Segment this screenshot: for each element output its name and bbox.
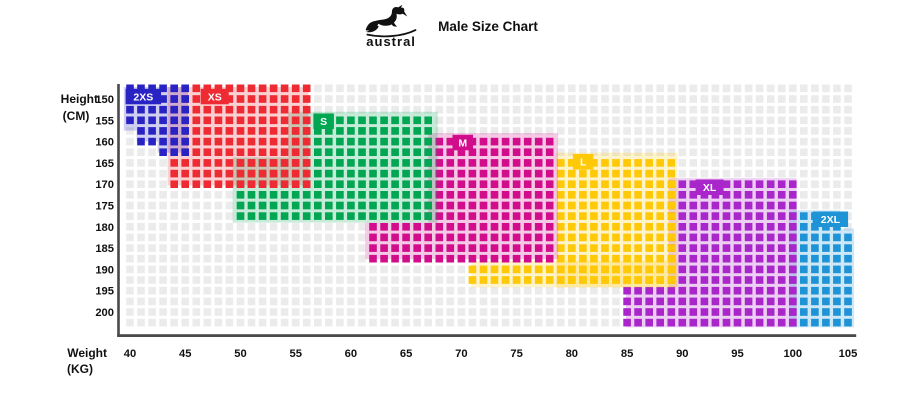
size-label-xs: XS [200, 88, 229, 105]
x-tick-65: 65 [400, 348, 412, 360]
axes [117, 84, 857, 337]
x-tick-105: 105 [839, 348, 858, 360]
x-axis-line [117, 334, 857, 337]
y-tick-150: 150 [95, 94, 114, 106]
x-tick-80: 80 [566, 348, 578, 360]
y-tick-155: 155 [95, 115, 114, 127]
x-tick-45: 45 [179, 348, 191, 360]
svg-text:2XS: 2XS [133, 91, 153, 103]
size-label-l: L [572, 154, 594, 170]
x-tick-50: 50 [234, 348, 246, 360]
x-tick-60: 60 [345, 348, 357, 360]
size-region-l [468, 152, 678, 288]
y-axis-unit: (CM) [63, 109, 90, 123]
size-label-xl: XL [695, 179, 724, 195]
page-title: Male Size Chart [438, 18, 538, 34]
x-tick-55: 55 [289, 348, 301, 360]
chart-header: austral Male Size Chart [0, 4, 900, 48]
svg-text:M: M [458, 137, 467, 149]
y-tick-195: 195 [95, 286, 114, 298]
x-tick-100: 100 [783, 348, 802, 360]
size-label-2xl: 2XL [812, 211, 849, 227]
svg-text:XS: XS [208, 91, 222, 103]
brand-name: austral [366, 34, 416, 49]
svg-text:XL: XL [703, 182, 717, 194]
y-tick-170: 170 [95, 179, 114, 191]
y-axis-line [117, 84, 120, 337]
x-tick-85: 85 [621, 348, 633, 360]
y-tick-160: 160 [95, 137, 114, 149]
y-tick-180: 180 [95, 222, 114, 234]
size-label-s: S [313, 113, 334, 129]
x-tick-40: 40 [124, 348, 136, 360]
y-tick-200: 200 [95, 307, 114, 319]
axis-titles: Height (CM) Weight (KG) [61, 92, 107, 376]
brand-logo: austral [362, 4, 420, 48]
size-region-xs [167, 84, 311, 188]
x-tick-70: 70 [455, 348, 467, 360]
size-label-m: M [452, 134, 473, 151]
x-axis-unit: (KG) [67, 362, 93, 376]
y-tick-175: 175 [95, 201, 114, 213]
y-axis-title: Height [61, 92, 98, 106]
x-tick-90: 90 [676, 348, 688, 360]
y-tick-165: 165 [95, 158, 114, 170]
svg-text:S: S [320, 116, 327, 128]
size-label-2xs: 2XS [125, 88, 162, 105]
svg-text:2XL: 2XL [821, 214, 841, 226]
size-region-m [365, 133, 559, 263]
x-axis-title: Weight [67, 346, 107, 360]
y-tick-185: 185 [95, 243, 114, 255]
tick-labels: 150 155 160 165 170 175 180 185 190 195 200 40 45 50 5… [95, 94, 857, 360]
kangaroo-logo-icon [365, 4, 417, 38]
svg-text:L: L [580, 157, 587, 169]
x-tick-75: 75 [510, 348, 522, 360]
size-region-2xl [788, 210, 855, 328]
y-tick-190: 190 [95, 264, 114, 276]
x-tick-95: 95 [731, 348, 743, 360]
